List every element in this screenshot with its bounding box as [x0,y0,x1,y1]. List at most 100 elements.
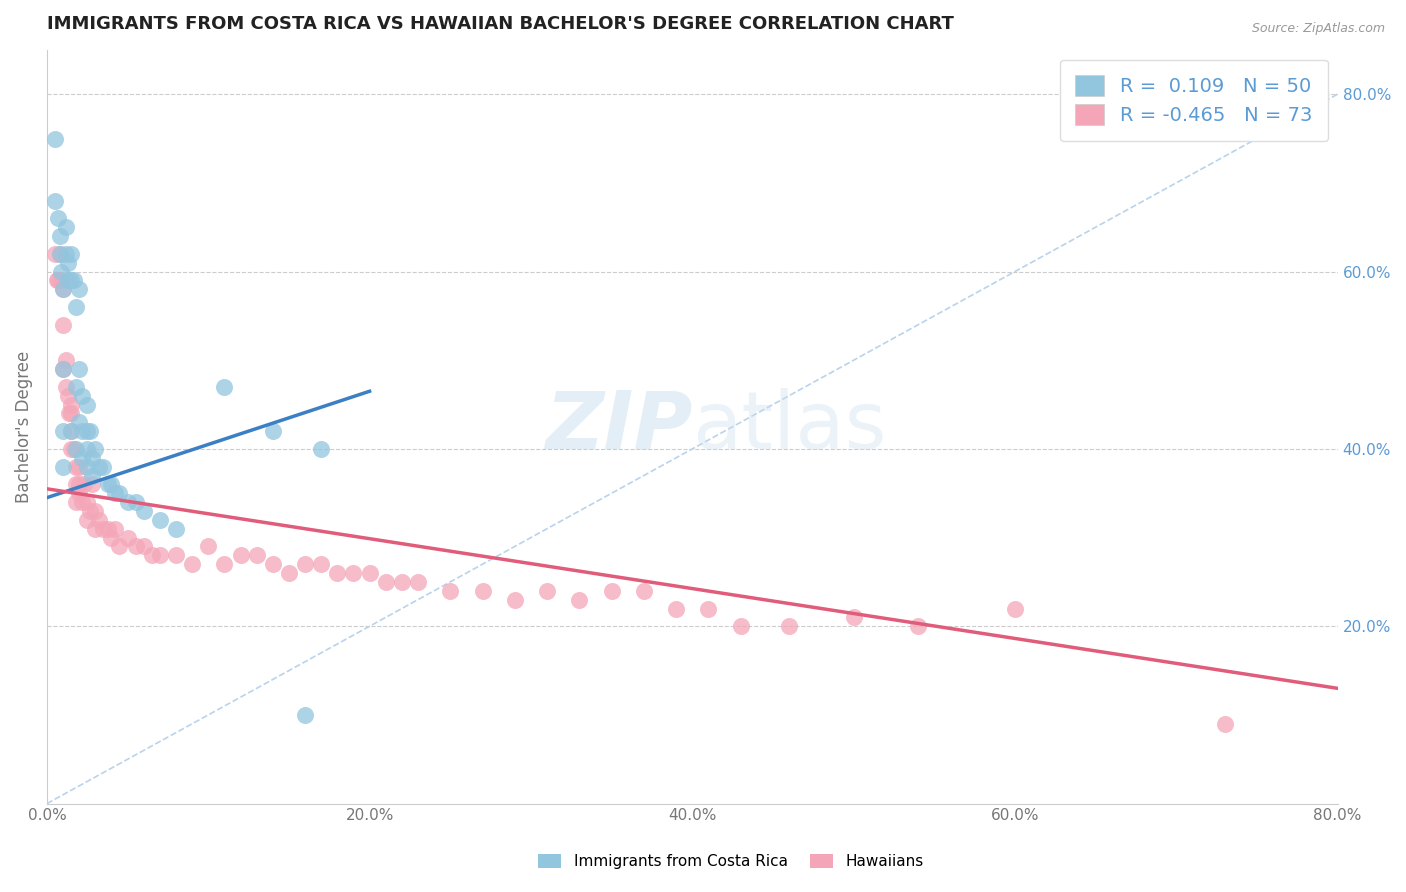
Point [471,583,494,598]
Point [1213,716,1236,731]
Point [72,450,94,465]
Point [44,247,66,261]
Point [76,398,98,412]
Point [149,549,172,563]
Point [56,255,79,269]
Point [100,477,122,491]
Point [778,619,800,633]
Point [49,229,72,244]
Point [52,318,75,332]
Point [67,477,90,491]
Point [342,566,364,580]
Point [80,468,103,483]
Point [108,540,131,554]
Point [262,557,284,571]
Point [60,424,83,438]
Point [842,610,865,624]
Point [80,450,103,465]
Point [56,389,79,403]
Y-axis label: Bachelor's Degree: Bachelor's Degree [15,351,32,503]
Point [72,495,94,509]
Point [67,459,90,474]
Point [55,220,77,235]
Point [76,495,98,509]
Point [84,442,107,456]
Legend: Immigrants from Costa Rica, Hawaiians: Immigrants from Costa Rica, Hawaiians [533,848,929,875]
Legend: R =  0.109   N = 50, R = -0.465   N = 73: R = 0.109 N = 50, R = -0.465 N = 73 [1060,60,1327,141]
Point [439,583,461,598]
Point [65,380,87,394]
Point [87,459,110,474]
Point [149,513,172,527]
Point [52,282,75,296]
Point [326,566,349,580]
Point [124,495,146,509]
Point [65,442,87,456]
Point [633,583,655,598]
Point [229,549,252,563]
Point [49,247,72,261]
Point [58,406,80,420]
Point [55,380,77,394]
Point [104,522,127,536]
Point [44,194,66,208]
Point [56,273,79,287]
Point [65,477,87,491]
Point [60,398,83,412]
Point [124,540,146,554]
Point [63,442,86,456]
Point [93,459,115,474]
Point [294,708,316,723]
Point [117,495,139,509]
Point [79,424,101,438]
Point [246,549,269,563]
Point [503,592,526,607]
Point [132,540,155,554]
Point [165,522,187,536]
Point [60,442,83,456]
Point [600,583,623,598]
Point [45,273,67,287]
Point [46,211,69,226]
Point [76,424,98,438]
Point [63,273,86,287]
Point [60,247,83,261]
Point [406,574,429,589]
Point [60,406,83,420]
Point [730,619,752,633]
Point [697,601,720,615]
Point [51,273,73,287]
Point [568,592,591,607]
Point [359,566,381,580]
Point [65,495,87,509]
Point [262,424,284,438]
Point [181,557,204,571]
Point [67,282,90,296]
Point [60,424,83,438]
Point [100,531,122,545]
Point [80,477,103,491]
Point [84,504,107,518]
Point [197,540,219,554]
Point [309,442,332,456]
Point [46,273,69,287]
Point [374,574,396,589]
Point [72,424,94,438]
Point [165,549,187,563]
Point [391,574,413,589]
Point [84,522,107,536]
Point [97,477,120,491]
Text: atlas: atlas [692,388,887,466]
Point [76,513,98,527]
Point [44,131,66,145]
Text: Source: ZipAtlas.com: Source: ZipAtlas.com [1251,22,1385,36]
Point [79,504,101,518]
Point [67,486,90,500]
Point [104,486,127,500]
Point [52,424,75,438]
Point [907,619,929,633]
Point [52,282,75,296]
Point [72,389,94,403]
Point [65,300,87,314]
Point [132,504,155,518]
